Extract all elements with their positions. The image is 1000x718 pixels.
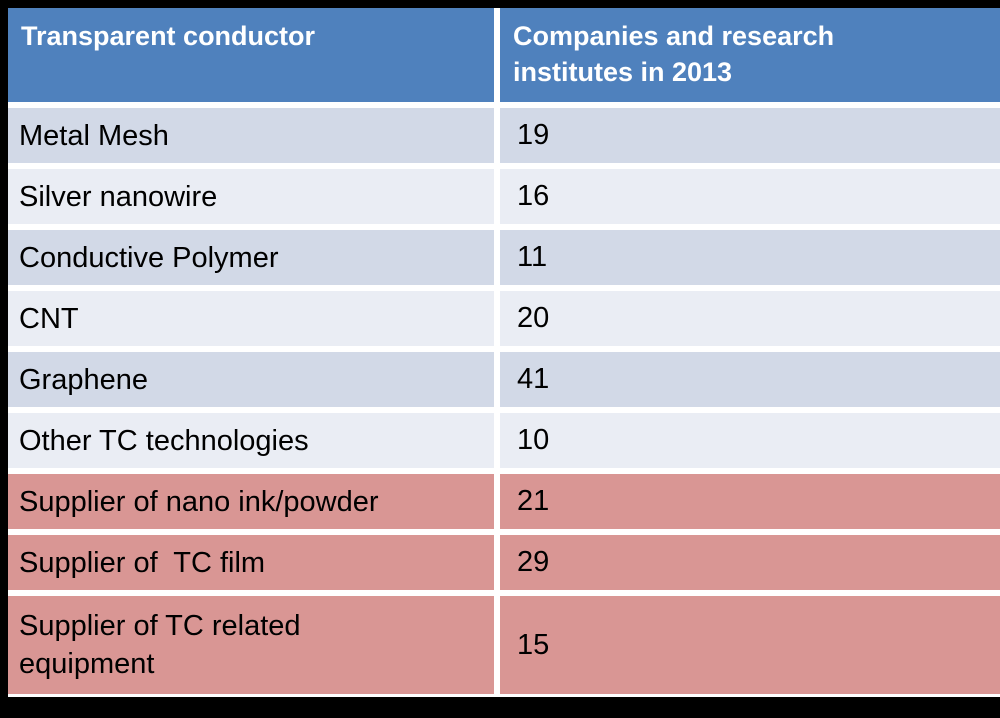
row-value-cell: 11 [500,230,1000,285]
row-value-cell: 29 [500,535,1000,590]
row-label-cell: Supplier of TC related equipment [8,596,494,694]
row-label-cell: CNT [8,291,494,346]
row-label-cell: Graphene [8,352,494,407]
row-label-cell: Supplier of nano ink/powder [8,474,494,529]
row-value-cell: 10 [500,413,1000,468]
conductor-table: Transparent conductor Companies and rese… [8,8,1000,694]
row-label-cell: Silver nanowire [8,169,494,224]
row-label-cell: Conductive Polymer [8,230,494,285]
header-cell-companies-2013: Companies and research institutes in 201… [500,8,1000,102]
row-value-cell: 41 [500,352,1000,407]
row-label-cell: Other TC technologies [8,413,494,468]
header-cell-transparent-conductor: Transparent conductor [8,8,494,102]
row-label-cell: Metal Mesh [8,108,494,163]
row-value-cell: 21 [500,474,1000,529]
row-value-cell: 19 [500,108,1000,163]
table-frame: Transparent conductor Companies and rese… [8,8,1000,697]
row-label-cell: Supplier of TC film [8,535,494,590]
row-value-cell: 20 [500,291,1000,346]
row-value-cell: 16 [500,169,1000,224]
row-value-cell: 15 [500,596,1000,694]
